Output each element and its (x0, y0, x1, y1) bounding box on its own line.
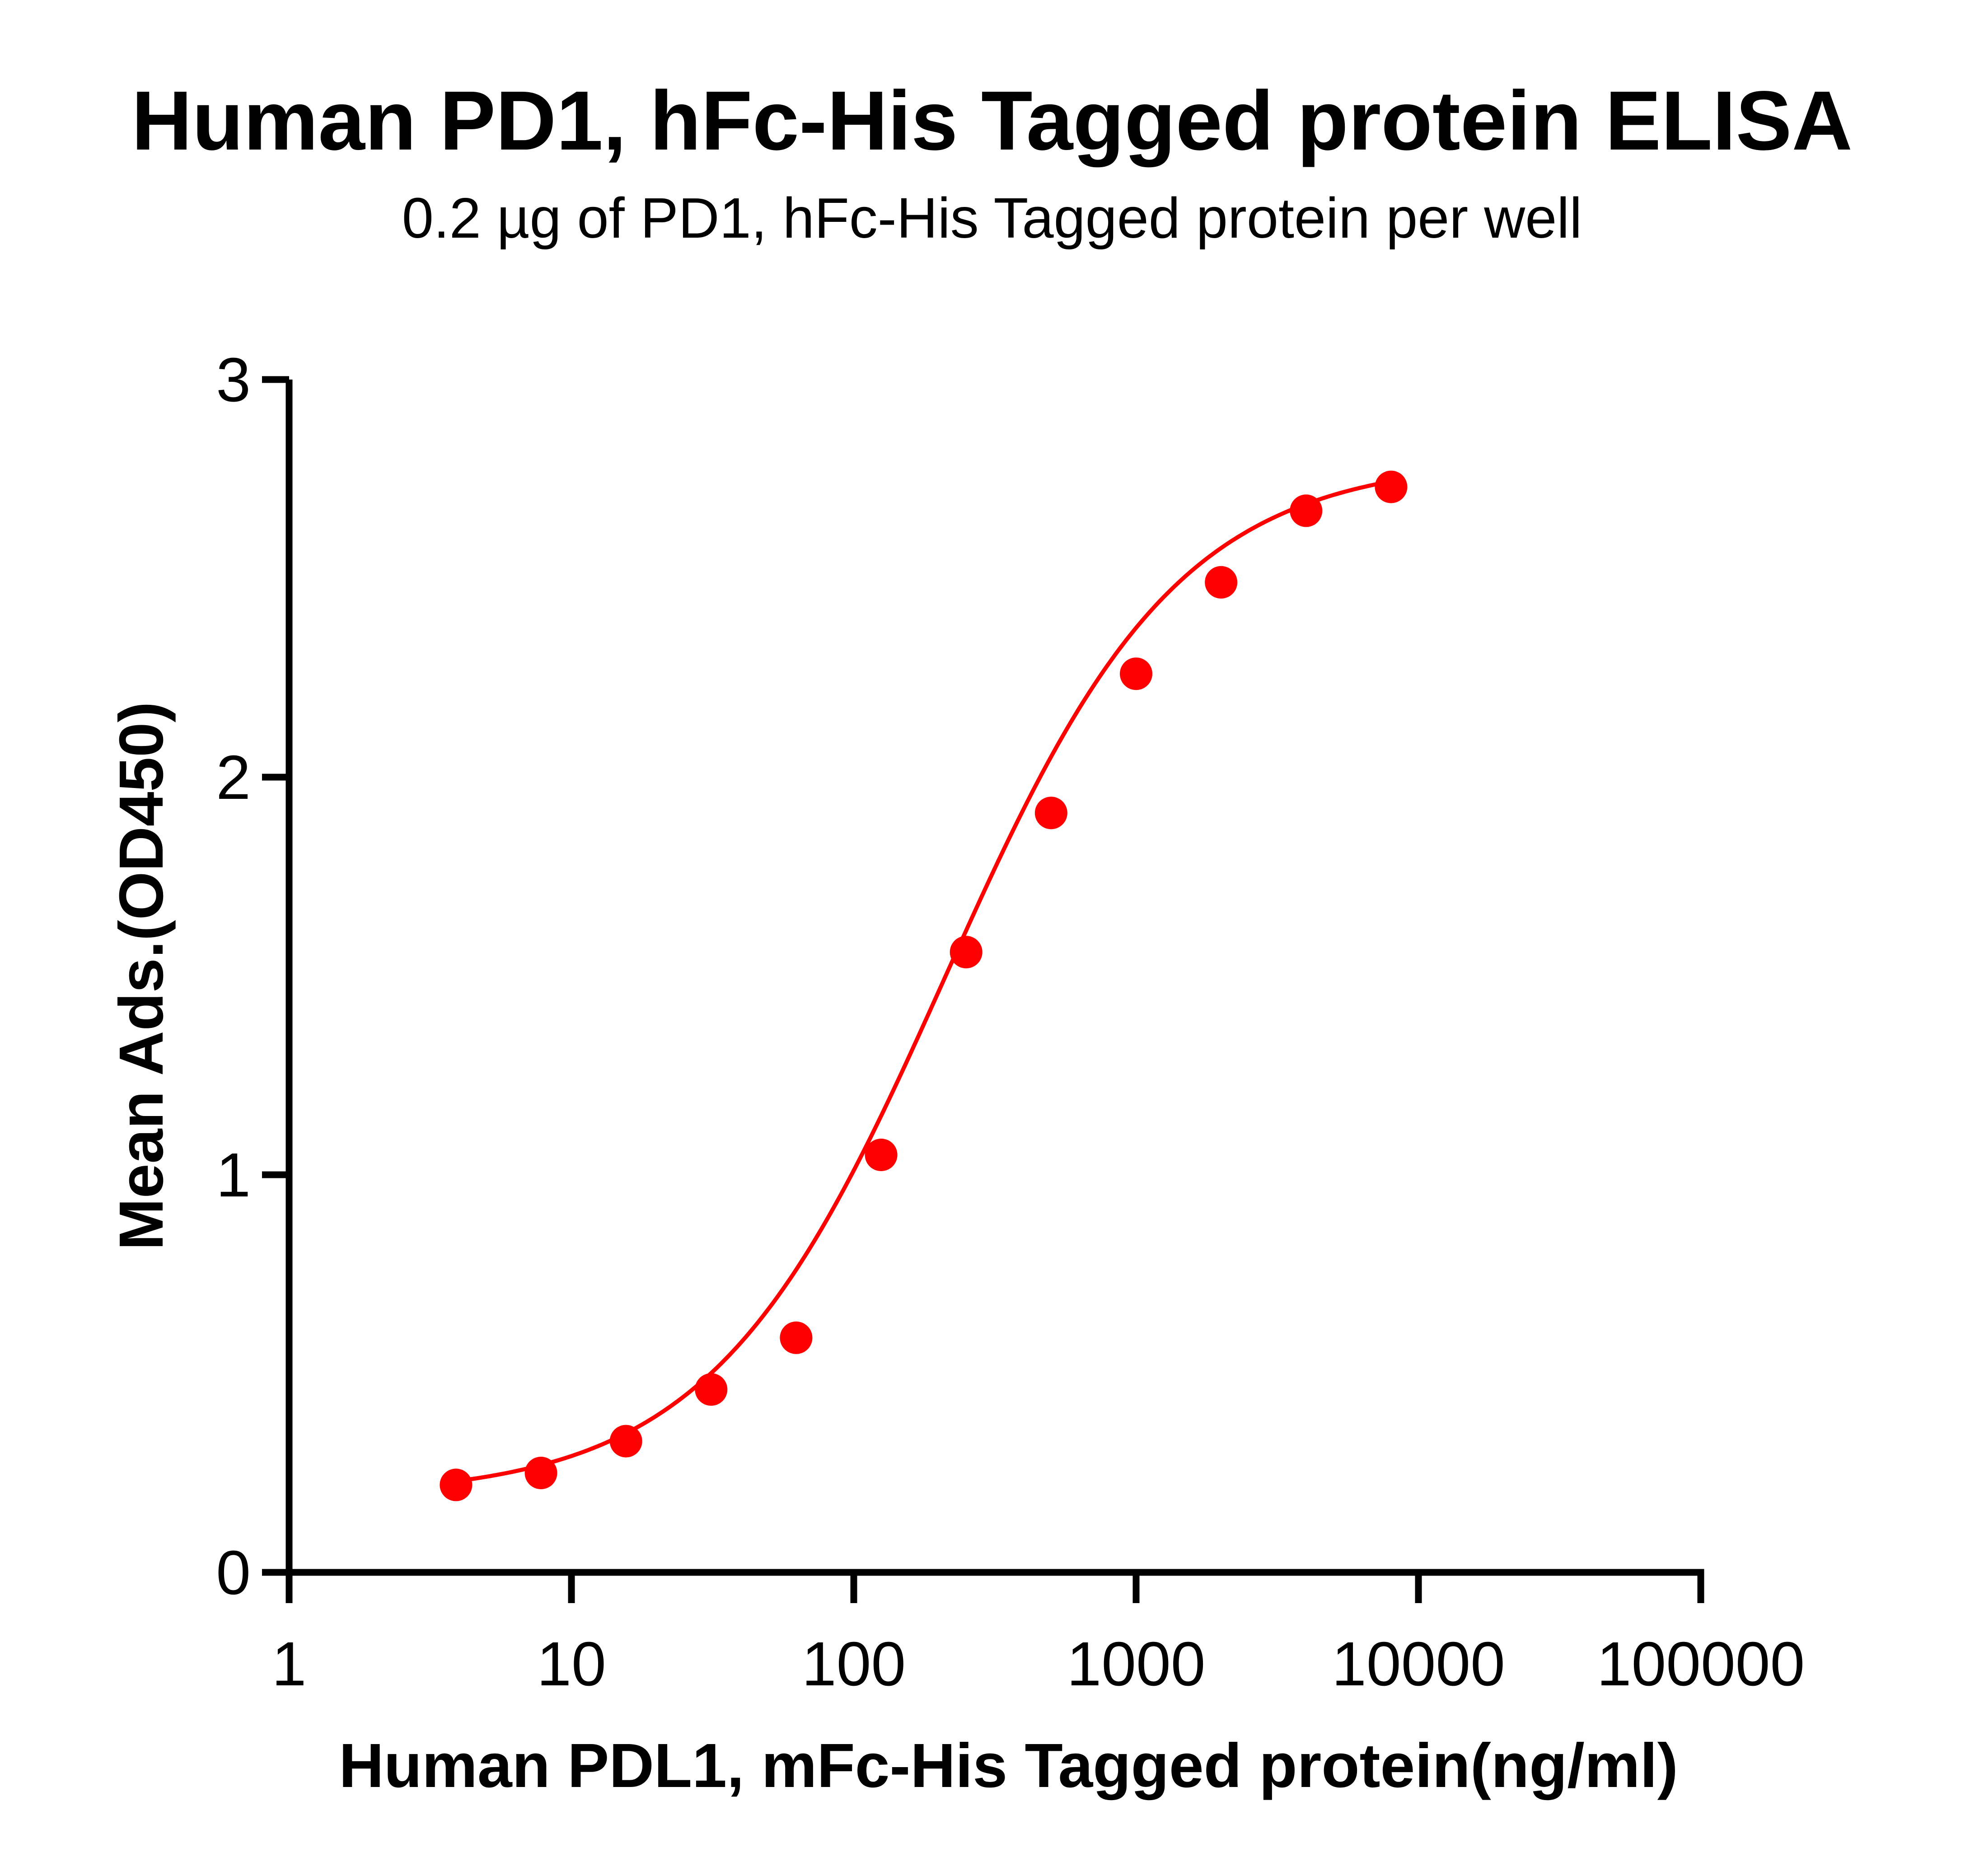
data-point (1205, 566, 1238, 599)
y-tick-label: 1 (216, 1140, 251, 1210)
data-points-layer (440, 470, 1408, 1501)
data-point (950, 936, 983, 969)
y-tick-label: 0 (216, 1538, 251, 1608)
data-point (1120, 657, 1152, 690)
x-tick-label: 10 (537, 1629, 606, 1699)
data-point (695, 1373, 728, 1406)
data-point (780, 1321, 813, 1354)
data-point (440, 1468, 473, 1501)
data-point (1290, 494, 1323, 527)
data-point (609, 1425, 642, 1458)
data-point (524, 1457, 557, 1489)
x-axis-title: Human PDL1, mFc-His Tagged protein(ng/ml… (339, 1731, 1678, 1801)
data-point (865, 1139, 898, 1171)
fit-curve (455, 479, 1392, 1483)
y-axis-title: Mean Ads.(OD450) (107, 702, 176, 1250)
x-tick-label: 1000 (1067, 1629, 1206, 1699)
y-tick-label: 2 (216, 743, 251, 812)
x-tick-label: 1 (272, 1629, 307, 1699)
fit-curve-layer (455, 479, 1392, 1483)
y-tick-label: 3 (216, 345, 251, 415)
data-point (1375, 470, 1408, 503)
x-tick-label: 100000 (1597, 1629, 1805, 1699)
x-tick-label: 100 (802, 1629, 906, 1699)
chart-title: Human PD1, hFc-His Tagged protein ELISA (131, 74, 1853, 168)
chart-subtitle: 0.2 µg of PD1, hFc-His Tagged protein pe… (402, 186, 1582, 250)
x-tick-label: 10000 (1332, 1629, 1505, 1699)
data-point (1034, 797, 1067, 830)
